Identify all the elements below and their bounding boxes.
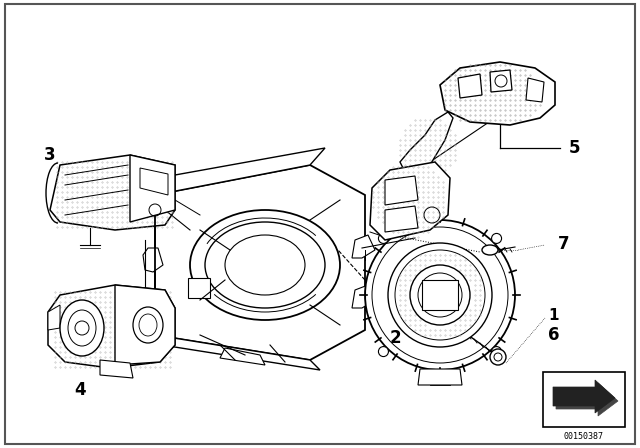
Circle shape <box>492 233 502 243</box>
Polygon shape <box>352 235 375 258</box>
Text: 7: 7 <box>558 235 570 253</box>
Polygon shape <box>543 372 625 427</box>
Polygon shape <box>526 78 544 102</box>
Polygon shape <box>155 165 365 360</box>
Polygon shape <box>422 280 458 310</box>
Ellipse shape <box>190 210 340 320</box>
Polygon shape <box>556 383 618 416</box>
Ellipse shape <box>60 300 104 356</box>
Polygon shape <box>155 148 325 195</box>
Polygon shape <box>553 380 615 413</box>
Polygon shape <box>458 74 482 98</box>
Ellipse shape <box>205 222 325 308</box>
Polygon shape <box>220 348 265 365</box>
Polygon shape <box>188 278 210 298</box>
Circle shape <box>378 347 388 357</box>
Polygon shape <box>140 168 168 195</box>
Text: 4: 4 <box>74 381 86 399</box>
Polygon shape <box>48 305 60 330</box>
Circle shape <box>492 347 502 357</box>
Polygon shape <box>490 70 512 92</box>
Polygon shape <box>155 335 320 370</box>
Ellipse shape <box>482 245 498 255</box>
Polygon shape <box>115 285 175 365</box>
Polygon shape <box>385 176 418 205</box>
Polygon shape <box>440 62 555 125</box>
Text: 6: 6 <box>548 326 559 344</box>
Circle shape <box>490 349 506 365</box>
Circle shape <box>410 265 470 325</box>
Text: 1: 1 <box>548 307 559 323</box>
Polygon shape <box>143 248 163 272</box>
Circle shape <box>365 220 515 370</box>
Text: 00150387: 00150387 <box>564 432 604 441</box>
Polygon shape <box>100 360 133 378</box>
Text: 5: 5 <box>569 139 580 157</box>
Polygon shape <box>130 155 175 222</box>
Ellipse shape <box>133 307 163 343</box>
Text: 2: 2 <box>389 329 401 347</box>
Text: 3: 3 <box>44 146 56 164</box>
Circle shape <box>378 233 388 243</box>
Polygon shape <box>370 162 450 240</box>
Polygon shape <box>352 285 375 308</box>
Polygon shape <box>418 369 462 385</box>
Polygon shape <box>48 285 175 368</box>
Circle shape <box>388 243 492 347</box>
Polygon shape <box>50 155 175 230</box>
Polygon shape <box>385 206 418 232</box>
Polygon shape <box>400 112 453 175</box>
Ellipse shape <box>225 235 305 295</box>
